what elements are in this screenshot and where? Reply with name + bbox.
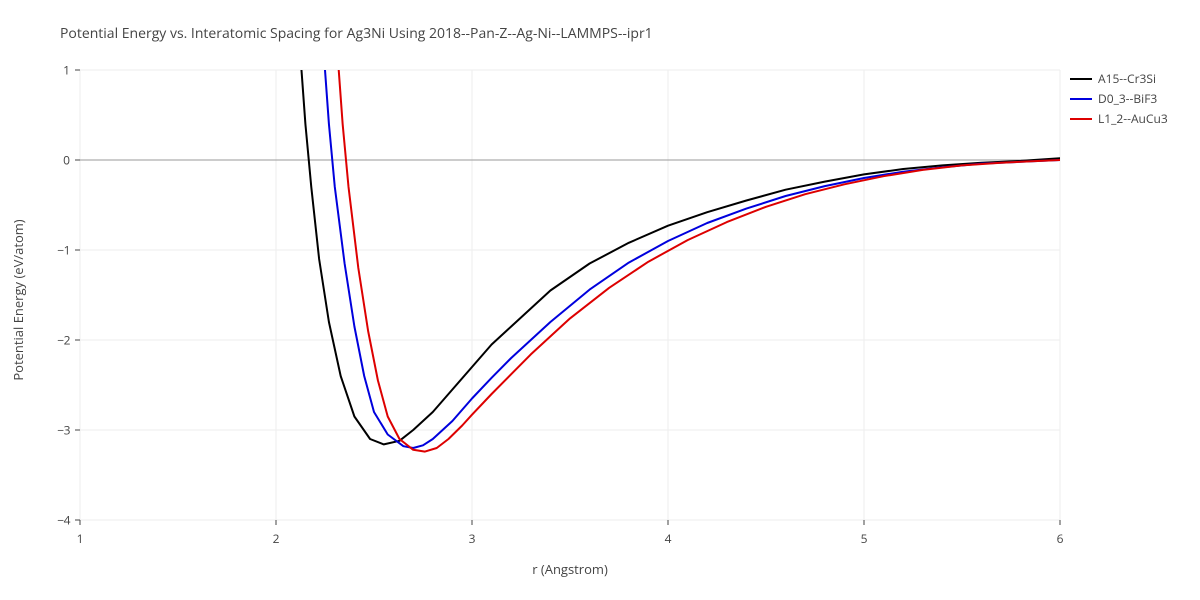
x-tick-label: 5	[861, 530, 868, 547]
y-tick-label: −4	[38, 512, 70, 529]
plot-area[interactable]	[0, 0, 1200, 600]
chart-root: Potential Energy vs. Interatomic Spacing…	[0, 0, 1200, 600]
legend[interactable]: A15--Cr3Si D0_3--BiF3 L1_2--AuCu3	[1070, 70, 1168, 130]
legend-label: D0_3--BiF3	[1098, 90, 1157, 107]
y-tick-label: −2	[38, 332, 70, 349]
legend-item[interactable]: A15--Cr3Si	[1070, 70, 1168, 87]
legend-label: A15--Cr3Si	[1098, 70, 1156, 87]
x-tick-label: 3	[469, 530, 476, 547]
legend-item[interactable]: L1_2--AuCu3	[1070, 110, 1168, 127]
y-tick-label: 0	[38, 152, 70, 169]
legend-label: L1_2--AuCu3	[1098, 110, 1168, 127]
legend-item[interactable]: D0_3--BiF3	[1070, 90, 1168, 107]
x-tick-label: 1	[77, 530, 84, 547]
x-tick-label: 6	[1057, 530, 1064, 547]
y-tick-label: −1	[38, 242, 70, 259]
y-tick-label: −3	[38, 422, 70, 439]
x-tick-label: 4	[665, 530, 672, 547]
x-tick-label: 2	[273, 530, 280, 547]
y-tick-label: 1	[38, 62, 70, 79]
legend-swatch-icon	[1070, 98, 1092, 100]
legend-swatch-icon	[1070, 78, 1092, 80]
legend-swatch-icon	[1070, 118, 1092, 120]
